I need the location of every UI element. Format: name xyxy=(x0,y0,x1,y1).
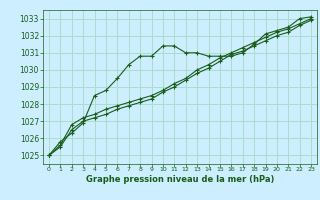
X-axis label: Graphe pression niveau de la mer (hPa): Graphe pression niveau de la mer (hPa) xyxy=(86,175,274,184)
